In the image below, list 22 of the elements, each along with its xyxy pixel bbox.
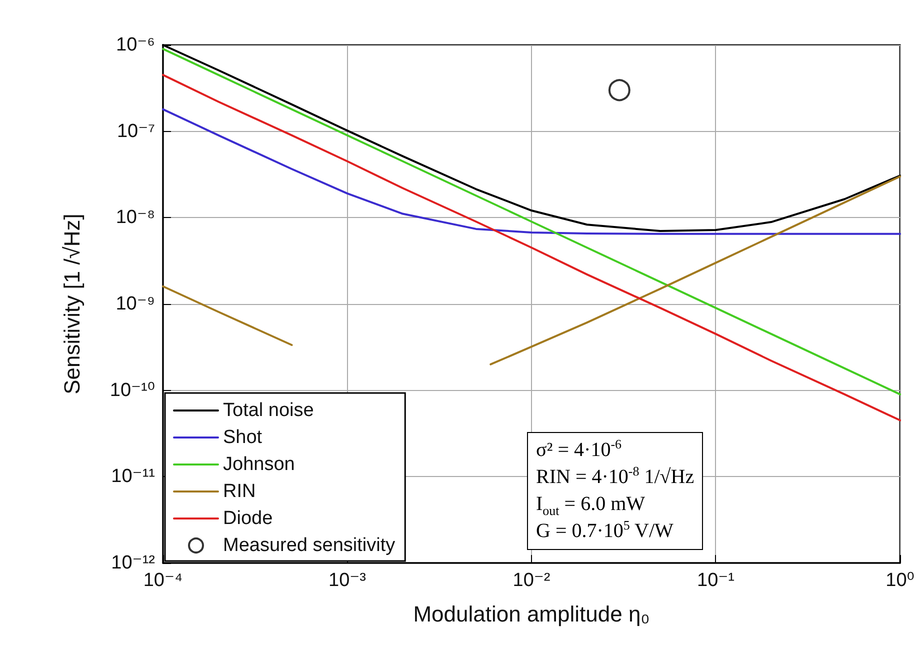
annotation: I$_{out}$ = 6.0 mW: [536, 492, 646, 518]
legend-label: Shot: [223, 427, 263, 448]
x-axis-title: Modulation amplitude η₀: [413, 602, 650, 626]
y-tick-label: 10⁻⁹: [116, 294, 155, 314]
legend-label: Diode: [223, 508, 273, 529]
legend-label: Measured sensitivity: [223, 535, 396, 556]
x-tick-label: 10⁻³: [328, 570, 366, 591]
x-tick-label: 10⁰: [886, 570, 914, 591]
legend-label: Johnson: [223, 454, 295, 475]
annotation: σ² = 4·10$^{-6}$: [536, 436, 623, 463]
annotation: G = 0.7·10$^{5}$ V/W: [536, 517, 674, 544]
y-tick-label: 10⁻¹¹: [111, 466, 155, 488]
x-tick-label: 10⁻²: [512, 570, 550, 591]
y-axis-title: Sensitivity [1 /√Hz]: [60, 214, 84, 394]
y-tick-label: 10⁻⁷: [116, 120, 156, 142]
y-tick-label: 10⁻⁶: [116, 34, 155, 56]
annotation: RIN = 4·10$^{-8}$ 1/√Hz: [536, 463, 694, 490]
legend-label: Total noise: [223, 400, 314, 421]
legend-label: RIN: [223, 481, 256, 502]
y-tick-label: 10⁻⁸: [116, 207, 155, 228]
x-tick-label: 10⁻¹: [697, 570, 734, 591]
y-tick-label: 10⁻¹⁰: [110, 380, 155, 401]
